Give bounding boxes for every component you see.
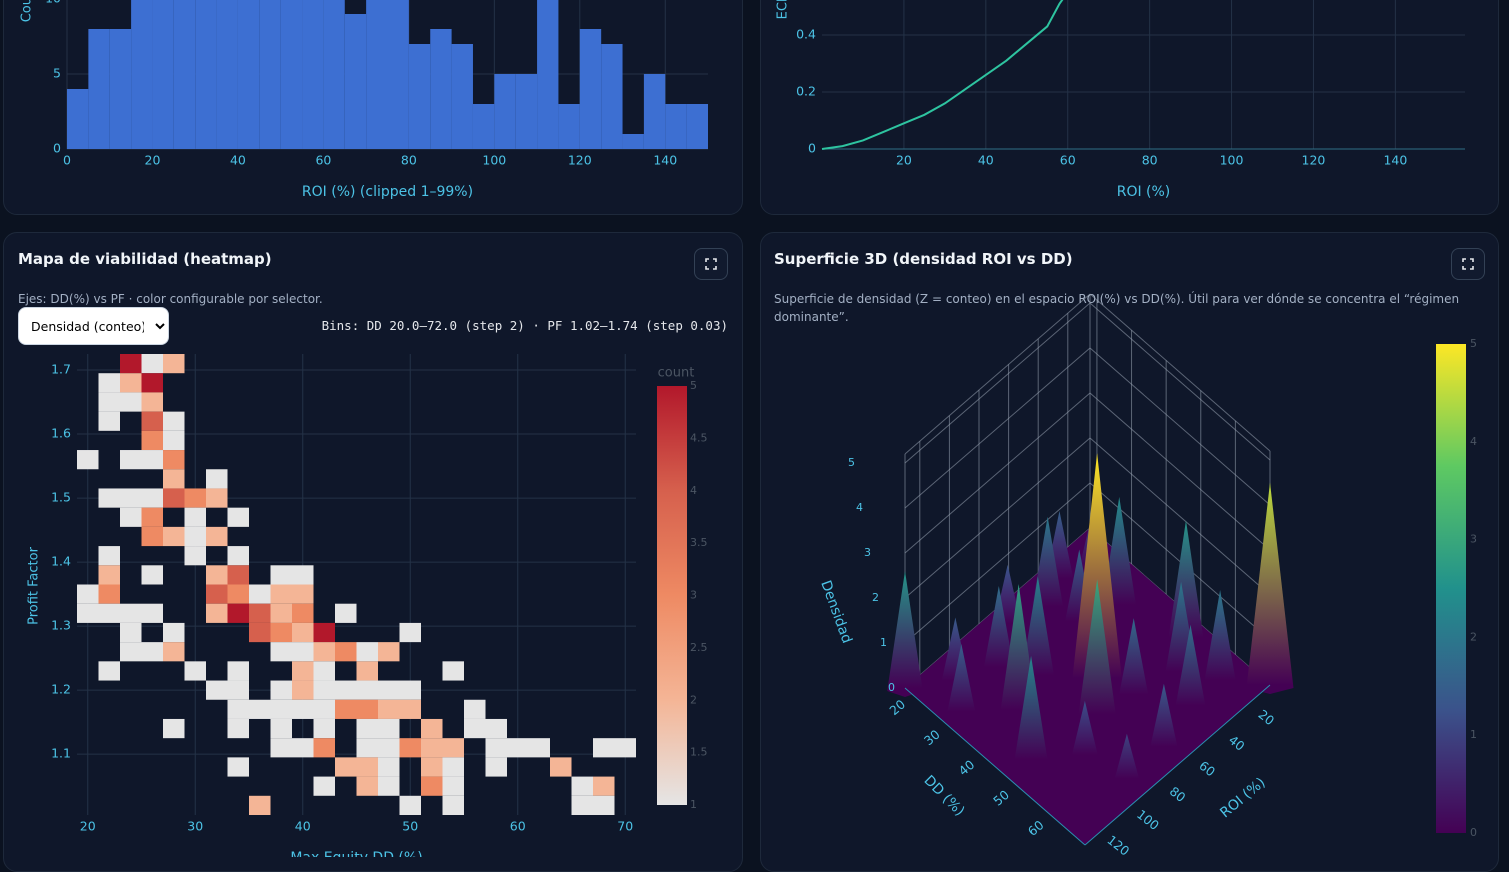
fullscreen-button[interactable] (694, 248, 728, 280)
color-selector[interactable]: Densidad (conteo) (18, 307, 169, 345)
fullscreen-icon (705, 258, 717, 270)
bins-note: Bins: DD 20.0–72.0 (step 2) · PF 1.02–1.… (321, 318, 728, 333)
histogram-panel (3, 0, 743, 215)
fullscreen-button[interactable] (1451, 248, 1485, 280)
panel-subtitle: Ejes: DD(%) vs PF · color configurable p… (18, 292, 323, 306)
panel-subtitle: Superficie de densidad (Z = conteo) en e… (774, 292, 1460, 324)
panel-title: Superficie 3D (densidad ROI vs DD) (774, 250, 1073, 268)
surface-panel: Superficie 3D (densidad ROI vs DD) Super… (760, 232, 1499, 872)
fullscreen-icon (1462, 258, 1474, 270)
heatmap-panel: Mapa de viabilidad (heatmap) Ejes: DD(%)… (3, 232, 743, 872)
ecdf-panel (760, 0, 1499, 215)
panel-title: Mapa de viabilidad (heatmap) (18, 250, 272, 268)
